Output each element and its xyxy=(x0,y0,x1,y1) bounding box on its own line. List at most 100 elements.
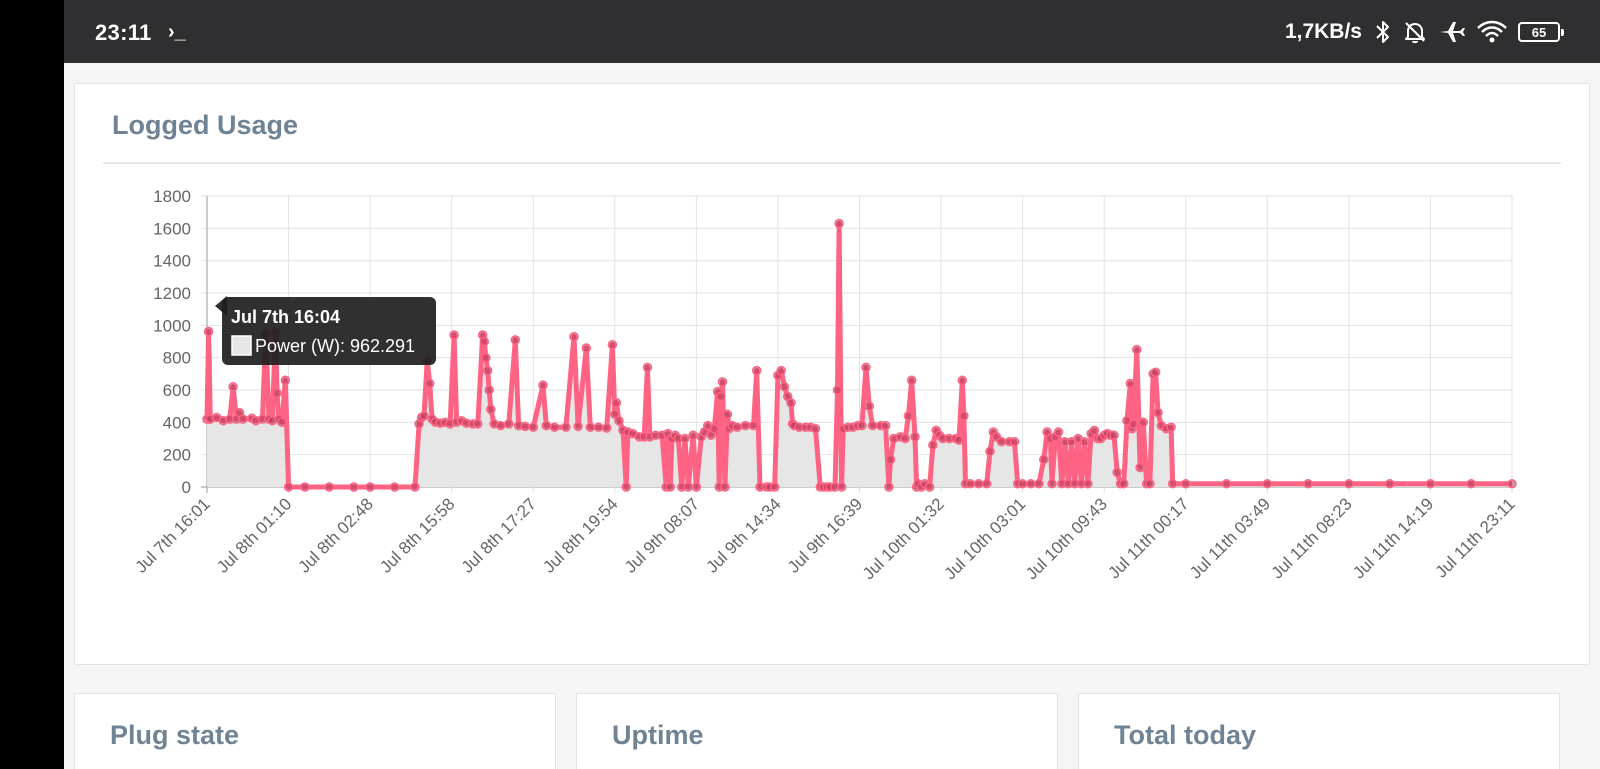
data-point[interactable] xyxy=(495,420,506,431)
data-point[interactable] xyxy=(1507,479,1517,489)
data-point[interactable] xyxy=(585,422,596,432)
data-point[interactable] xyxy=(1138,417,1149,428)
data-point[interactable] xyxy=(520,421,530,432)
data-point[interactable] xyxy=(691,482,702,492)
data-point[interactable] xyxy=(538,380,548,390)
data-point[interactable] xyxy=(1009,436,1020,447)
data-point[interactable] xyxy=(479,336,490,347)
data-point[interactable] xyxy=(410,482,420,492)
data-point[interactable] xyxy=(1128,419,1139,429)
data-point[interactable] xyxy=(1344,479,1354,489)
data-point[interactable] xyxy=(1026,479,1036,489)
data-point[interactable] xyxy=(283,482,294,492)
data-point[interactable] xyxy=(924,482,935,492)
data-point[interactable] xyxy=(910,432,920,442)
data-point[interactable] xyxy=(349,482,359,492)
data-point[interactable] xyxy=(593,422,604,432)
data-point[interactable] xyxy=(541,420,552,431)
data-point[interactable] xyxy=(680,433,690,444)
data-point[interactable] xyxy=(482,365,493,376)
data-point[interactable] xyxy=(1181,479,1191,489)
data-point[interactable] xyxy=(1109,430,1119,441)
data-point[interactable] xyxy=(810,424,821,434)
data-point[interactable] xyxy=(272,388,282,398)
data-point[interactable] xyxy=(389,482,400,492)
data-point[interactable] xyxy=(504,419,514,429)
data-point[interactable] xyxy=(720,482,730,492)
data-point[interactable] xyxy=(486,404,496,415)
data-point[interactable] xyxy=(1112,467,1122,478)
data-point[interactable] xyxy=(884,482,894,492)
data-point[interactable] xyxy=(642,362,653,373)
data-point[interactable] xyxy=(1262,479,1273,489)
data-point[interactable] xyxy=(751,365,762,376)
data-point[interactable] xyxy=(1167,479,1178,489)
data-point[interactable] xyxy=(1303,479,1313,489)
data-point[interactable] xyxy=(1053,427,1064,437)
data-point[interactable] xyxy=(885,454,896,465)
data-point[interactable] xyxy=(716,391,726,402)
data-point[interactable] xyxy=(611,398,622,408)
data-point[interactable] xyxy=(365,482,375,492)
data-point[interactable] xyxy=(965,479,976,489)
data-point[interactable] xyxy=(1145,479,1155,489)
data-point[interactable] xyxy=(1135,462,1145,473)
data-point[interactable] xyxy=(776,365,786,376)
data-point[interactable] xyxy=(621,482,631,492)
data-point[interactable] xyxy=(861,362,871,373)
data-point[interactable] xyxy=(857,420,867,431)
data-point[interactable] xyxy=(985,446,995,457)
data-point[interactable] xyxy=(203,326,214,337)
data-point[interactable] xyxy=(1017,479,1028,489)
data-point[interactable] xyxy=(836,482,847,492)
data-point[interactable] xyxy=(473,419,483,429)
data-point[interactable] xyxy=(277,417,287,428)
data-point[interactable] xyxy=(683,482,693,492)
data-point[interactable] xyxy=(867,420,878,431)
data-point[interactable] xyxy=(732,422,742,432)
data-point[interactable] xyxy=(769,482,780,492)
data-point[interactable] xyxy=(1083,479,1093,489)
data-point[interactable] xyxy=(300,482,310,492)
data-point[interactable] xyxy=(1125,378,1136,389)
data-point[interactable] xyxy=(779,382,790,392)
data-point[interactable] xyxy=(709,424,720,434)
data-point[interactable] xyxy=(832,385,843,395)
data-point[interactable] xyxy=(981,479,992,489)
data-point[interactable] xyxy=(607,339,618,350)
data-point[interactable] xyxy=(238,414,248,424)
power-chart[interactable]: 0 200 400 600 800 1000 1200 1400 1600 1800 Jul 7t… xyxy=(75,84,1591,666)
data-point[interactable] xyxy=(228,382,238,392)
data-point[interactable] xyxy=(903,411,914,421)
data-point[interactable] xyxy=(1384,479,1395,489)
data-point[interactable] xyxy=(1039,454,1049,465)
data-point[interactable] xyxy=(954,435,964,445)
data-point[interactable] xyxy=(601,423,612,433)
data-point[interactable] xyxy=(1153,407,1163,418)
data-point[interactable] xyxy=(481,352,491,363)
data-point[interactable] xyxy=(280,375,291,386)
data-point[interactable] xyxy=(1132,344,1142,355)
data-point[interactable] xyxy=(1034,479,1044,489)
data-point[interactable] xyxy=(906,375,917,386)
data-point[interactable] xyxy=(484,385,494,395)
data-point[interactable] xyxy=(665,482,676,492)
data-point[interactable] xyxy=(717,377,728,387)
data-point[interactable] xyxy=(1119,479,1129,489)
data-point[interactable] xyxy=(1047,479,1057,489)
data-point[interactable] xyxy=(900,433,910,444)
data-point[interactable] xyxy=(959,411,969,421)
data-point[interactable] xyxy=(1089,425,1100,436)
data-point[interactable] xyxy=(786,398,796,408)
data-point[interactable] xyxy=(864,401,875,411)
data-point[interactable] xyxy=(834,218,844,229)
data-point[interactable] xyxy=(419,411,429,421)
data-point[interactable] xyxy=(528,422,539,432)
data-point[interactable] xyxy=(614,415,624,426)
data-point[interactable] xyxy=(1150,367,1161,377)
data-point[interactable] xyxy=(1166,422,1176,432)
data-point[interactable] xyxy=(561,422,571,432)
data-point[interactable] xyxy=(1079,436,1090,447)
data-point[interactable] xyxy=(569,331,579,342)
data-point[interactable] xyxy=(510,335,521,345)
